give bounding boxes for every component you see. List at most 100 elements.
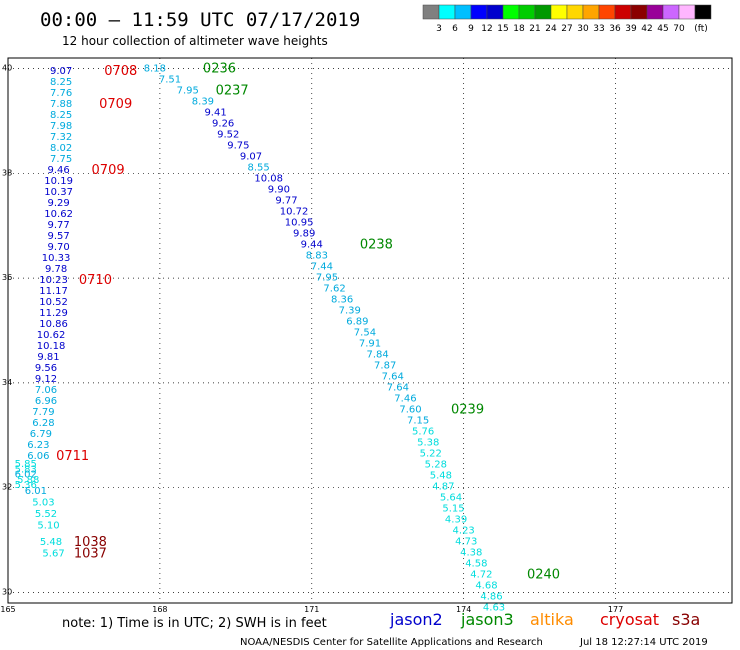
y-axis-ticks: 40 38 36 34 32 30 xyxy=(2,63,12,596)
swh-value-cryosat: 10.18 xyxy=(37,341,66,352)
swh-value-jason3: 4.58 xyxy=(465,559,487,570)
scale-label: 18 xyxy=(513,24,525,34)
scale-swatch xyxy=(662,4,680,20)
footer-credit: NOAA/NESDIS Center for Satellite Applica… xyxy=(240,637,543,648)
scale-label: 3 xyxy=(436,24,442,34)
swh-value-jason3: 7.95 xyxy=(316,273,338,284)
swh-value-jason3: 4.72 xyxy=(470,570,492,581)
footer-timestamp: Jul 18 12:27:14 UTC 2019 xyxy=(579,637,708,648)
swh-value-cryosat: 10.19 xyxy=(44,176,73,187)
swh-value-cryosat: 9.46 xyxy=(47,165,69,176)
scale-swatch xyxy=(550,4,568,20)
swh-value-cryosat: 10.62 xyxy=(44,209,73,220)
swh-value-jason3: 4.87 xyxy=(432,482,454,493)
pass-time-label: 0709 xyxy=(92,163,125,178)
pass-time-label: 0710 xyxy=(79,273,112,288)
pass-time-label: 0237 xyxy=(216,83,249,98)
swh-value-jason3: 6.89 xyxy=(346,317,368,328)
scale-label: 70 xyxy=(673,24,685,34)
swh-value-jason3: 4.39 xyxy=(445,515,467,526)
swh-value-cryosat: 5.88 xyxy=(17,475,39,486)
swh-value-jason3: 5.48 xyxy=(430,471,452,482)
scale-label: 27 xyxy=(561,24,572,34)
pass-time-label: 0711 xyxy=(56,449,89,464)
swh-value-jason3: 7.62 xyxy=(323,284,345,295)
satellite-legend-jason2: jason2 xyxy=(389,610,443,629)
swh-value-cryosat: 9.70 xyxy=(47,242,69,253)
scale-label: 42 xyxy=(641,24,652,34)
scale-label: 21 xyxy=(529,24,540,34)
swh-value-cryosat: 8.02 xyxy=(50,143,72,154)
y-tick-label: 30 xyxy=(2,588,12,597)
swh-value-jason3: 7.54 xyxy=(354,328,376,339)
swh-value-cryosat: 6.01 xyxy=(25,486,47,497)
swh-value-cryosat: 10.37 xyxy=(44,187,73,198)
swh-value-jason3: 9.77 xyxy=(275,195,297,206)
swh-value-jason3: 10.72 xyxy=(280,206,309,217)
scale-swatch xyxy=(678,4,696,20)
grid-lines xyxy=(8,58,732,603)
scale-label: 6 xyxy=(452,24,458,34)
x-axis-ticks: 165 168 171 174 177 xyxy=(0,605,623,614)
swh-value-cryosat: 7.98 xyxy=(50,121,72,132)
wave-height-color-scale: 3 6 9 12 15 18 21 24 27 30 33 36 39 42 45 70 (ft) xyxy=(422,4,712,34)
pass-time-label: 1037 xyxy=(74,547,107,562)
swh-value-jason3: 7.91 xyxy=(359,339,381,350)
swh-value-cryosat: 8.25 xyxy=(50,77,72,88)
swh-value-jason3: 9.89 xyxy=(293,229,315,240)
swh-value-cryosat: 6.79 xyxy=(30,429,52,440)
scale-label: 36 xyxy=(609,24,621,34)
swh-value-cryosat: 7.88 xyxy=(50,99,72,110)
swh-value-jason3: 9.41 xyxy=(204,107,226,118)
scale-swatch xyxy=(470,4,488,20)
footer-note: note: 1) Time is in UTC; 2) SWH is in fe… xyxy=(62,616,327,631)
swh-value-cryosat: 10.33 xyxy=(42,253,71,264)
x-tick-label: 174 xyxy=(456,605,471,614)
swh-value-jason3: 8.36 xyxy=(331,295,353,306)
pass-time-label: 0236 xyxy=(203,61,236,76)
swh-value-jason3: 8.39 xyxy=(192,96,214,107)
swh-value-cryosat: 5.36 xyxy=(15,480,37,491)
chart-title: 00:00 – 11:59 UTC 07/17/2019 xyxy=(40,9,360,31)
swh-value-jason3: 5.28 xyxy=(425,460,447,471)
swh-value-jason3: 4.68 xyxy=(475,581,497,592)
y-tick-label: 34 xyxy=(2,378,12,387)
swh-value-jason3: 9.44 xyxy=(301,240,323,251)
swh-value-cryosat: 9.29 xyxy=(47,198,69,209)
pass-time-label: 0239 xyxy=(451,403,484,418)
pass-time-label: 1038 xyxy=(74,535,107,550)
scale-label: 33 xyxy=(593,24,604,34)
scale-swatch xyxy=(502,4,520,20)
swh-value-cryosat: 10.23 xyxy=(39,275,68,286)
swh-value-jason3: 4.73 xyxy=(455,537,477,548)
swh-value-cryosat: 9.78 xyxy=(45,264,67,275)
swh-value-cryosat: 9.12 xyxy=(35,374,57,385)
scale-label: 30 xyxy=(577,24,589,34)
scale-swatch xyxy=(646,4,664,20)
swh-value-cryosat: 9.81 xyxy=(37,352,59,363)
swh-value-cryosat: 10.62 xyxy=(37,330,66,341)
swh-value-jason3: 5.38 xyxy=(417,438,439,449)
swh-value-jason3: 10.95 xyxy=(285,218,314,229)
swh-value-jason3: 5.22 xyxy=(420,449,442,460)
swh-value-jason3: 9.75 xyxy=(227,140,249,151)
plot-border xyxy=(7,57,733,604)
swh-value-jason3: 7.60 xyxy=(399,405,421,416)
satellite-legend-cryosat: cryosat xyxy=(600,610,659,629)
swh-value-jason3: 7.84 xyxy=(366,350,388,361)
swh-value-jason3: 7.39 xyxy=(339,306,361,317)
pass-time-label: 0709 xyxy=(99,97,132,112)
scale-swatch xyxy=(582,4,600,20)
scale-label: (ft) xyxy=(694,24,708,34)
swh-value-jason3: 4.38 xyxy=(460,548,482,559)
scale-swatch xyxy=(422,4,440,20)
scale-swatch xyxy=(534,4,552,20)
swh-value-jason3: 5.15 xyxy=(442,504,464,515)
satellite-legend-s3a: s3a xyxy=(672,610,700,629)
swh-value-cryosat: 5.10 xyxy=(37,520,59,531)
swh-value-cryosat: 7.79 xyxy=(32,407,54,418)
scale-swatch xyxy=(694,4,712,20)
swh-value-cryosat: 6.96 xyxy=(35,396,57,407)
y-tick-label: 38 xyxy=(2,168,12,177)
